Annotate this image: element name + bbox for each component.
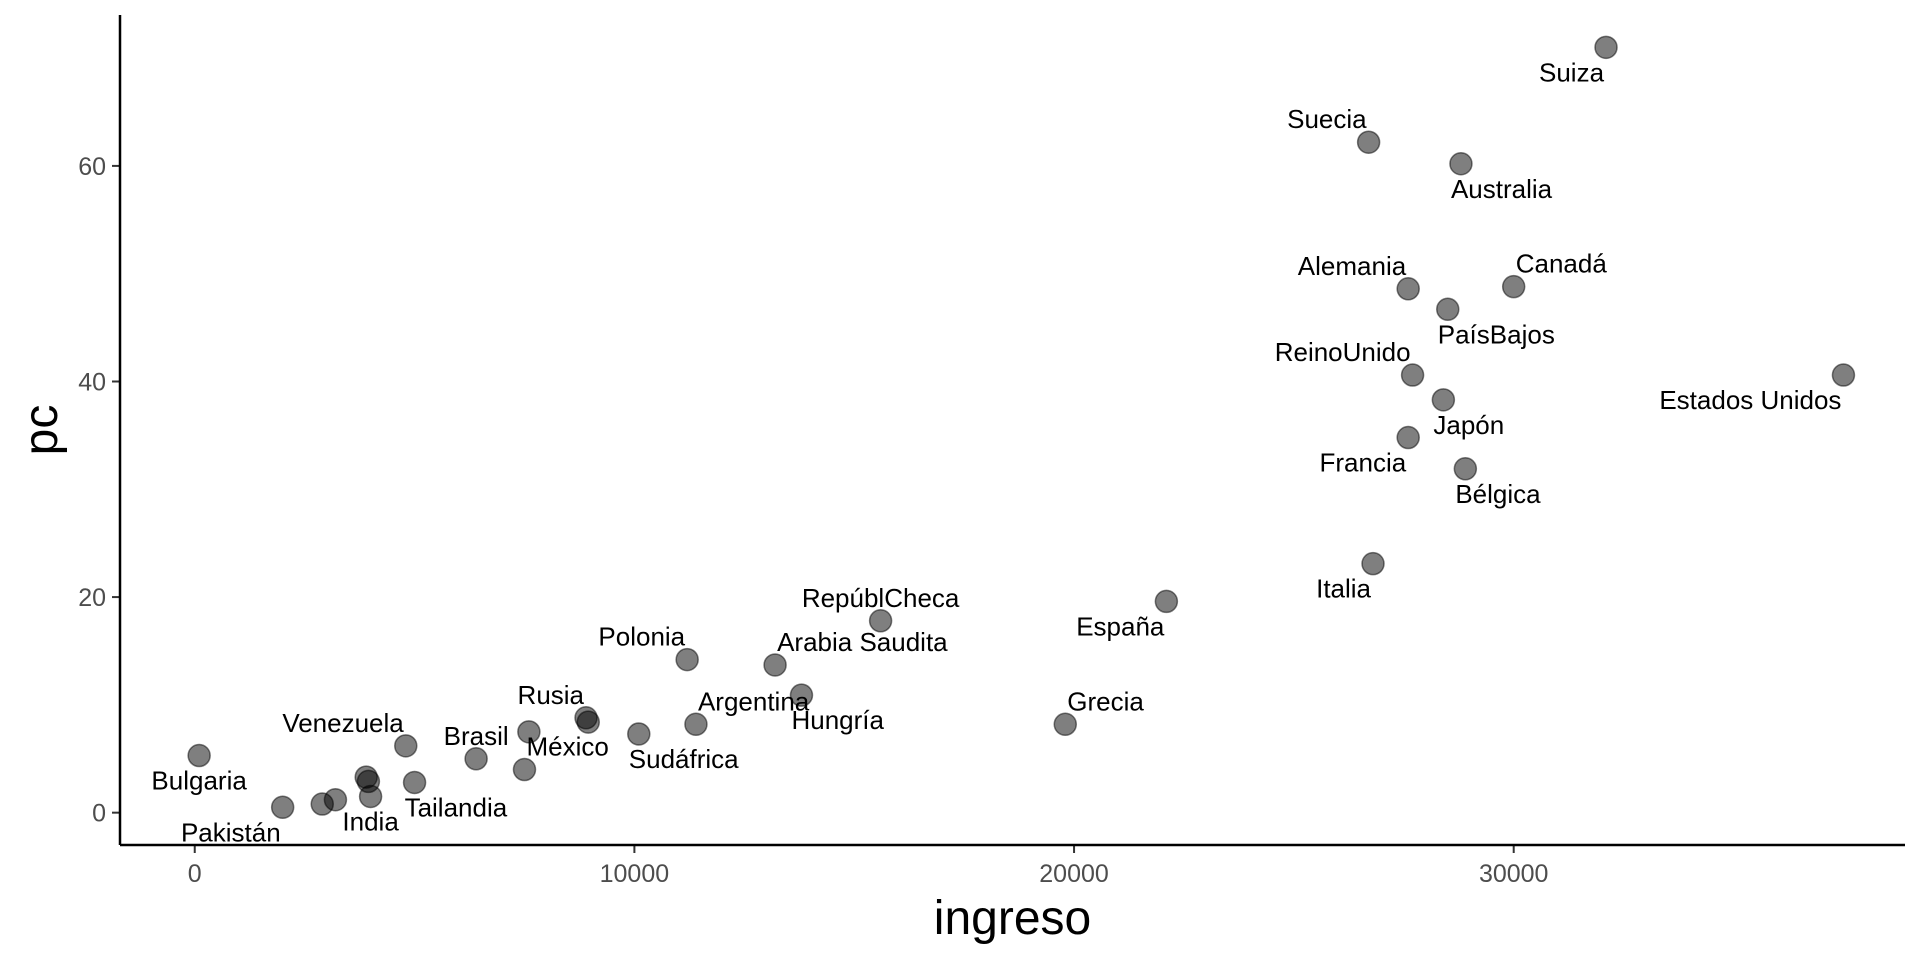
point-label: Sudáfrica xyxy=(629,744,739,774)
scatter-point xyxy=(270,795,295,820)
point-label: Bélgica xyxy=(1455,479,1541,509)
scatter-point xyxy=(402,770,427,795)
point-label: México xyxy=(526,732,608,762)
scatter-point xyxy=(1396,425,1420,450)
x-tick-label: 0 xyxy=(188,860,202,888)
axis-ticks: 0 10000 20000 30000 0 20 40 60 xyxy=(78,153,1548,888)
scatter-point xyxy=(1400,363,1425,387)
point-label: Bulgaria xyxy=(151,766,247,796)
scatter-point xyxy=(517,720,541,744)
scatter-point xyxy=(1436,297,1460,322)
scatter-point xyxy=(1154,589,1179,614)
scatter-point xyxy=(868,609,893,633)
scatter-point xyxy=(1831,363,1856,387)
point-label: India xyxy=(342,806,399,836)
scatter-point xyxy=(187,743,211,768)
scatter-point xyxy=(310,792,334,816)
point-label: Australia xyxy=(1451,174,1553,204)
point-label: ReinoUnido xyxy=(1275,337,1411,367)
point-label: Pakistán xyxy=(181,817,281,847)
scatter-point xyxy=(627,722,651,746)
point-label: Estados Unidos xyxy=(1659,385,1841,415)
y-axis-title: pc xyxy=(15,405,68,456)
scatter-point xyxy=(1361,551,1385,576)
point-label: Brasil xyxy=(444,721,509,751)
scatter-point xyxy=(1396,277,1420,301)
point-label: Rusia xyxy=(518,680,585,710)
point-label: Canadá xyxy=(1516,249,1608,279)
y-tick-label: 20 xyxy=(78,584,106,612)
scatter-point xyxy=(1356,130,1381,154)
x-axis-title: ingreso xyxy=(934,892,1091,945)
scatter-point xyxy=(1449,152,1473,176)
scatter-point xyxy=(684,712,708,737)
data-points xyxy=(187,35,1856,820)
point-label: Tailandia xyxy=(405,792,508,822)
scatter-point xyxy=(1053,712,1078,737)
point-label: Alemania xyxy=(1298,251,1407,281)
point-label: Argentina xyxy=(698,686,810,716)
scatter-point xyxy=(1501,274,1526,299)
y-tick-label: 60 xyxy=(78,153,106,181)
x-tick-label: 30000 xyxy=(1479,860,1549,888)
scatter-point xyxy=(763,653,787,677)
scatter-point xyxy=(1431,388,1456,412)
scatter-point xyxy=(464,747,488,771)
point-label: Polonia xyxy=(598,622,685,652)
x-tick-label: 10000 xyxy=(600,860,670,888)
x-tick-label: 20000 xyxy=(1039,860,1109,888)
point-label: Venezuela xyxy=(282,708,404,738)
scatter-point xyxy=(789,683,814,707)
point-label: Italia xyxy=(1316,574,1371,604)
point-label: PaísBajos xyxy=(1438,319,1555,349)
y-tick-label: 0 xyxy=(92,800,106,828)
scatter-point xyxy=(1453,457,1478,481)
point-label: Japón xyxy=(1433,410,1504,440)
scatter-point xyxy=(576,710,600,734)
point-label: España xyxy=(1076,611,1165,641)
point-label: Suiza xyxy=(1539,57,1605,87)
point-label: Grecia xyxy=(1067,686,1144,716)
point-label: Hungría xyxy=(791,705,884,735)
scatter-point xyxy=(394,734,418,758)
scatter-point xyxy=(675,647,699,672)
scatter-point xyxy=(358,784,383,809)
point-label: Suecia xyxy=(1287,104,1367,134)
point-label: Francia xyxy=(1319,448,1406,478)
scatter-point xyxy=(1594,35,1618,60)
scatter-point xyxy=(512,757,537,782)
point-label: RepúblCheca xyxy=(802,583,960,613)
point-label: Arabia Saudita xyxy=(777,627,948,657)
y-tick-label: 40 xyxy=(78,368,106,396)
point-labels: Suiza Suecia Australia Alemania Canadá PaísBa… xyxy=(151,57,1841,847)
